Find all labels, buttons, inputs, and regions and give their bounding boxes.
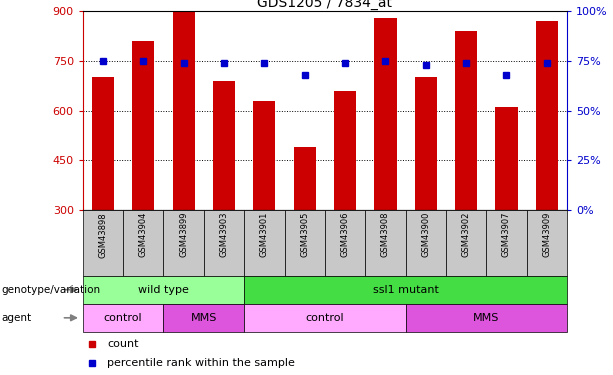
Text: genotype/variation: genotype/variation [1, 285, 101, 295]
Bar [244, 304, 406, 332]
Text: control: control [104, 313, 142, 323]
Bar [294, 147, 316, 210]
Bar [406, 210, 446, 276]
Bar [536, 21, 558, 210]
Text: GSM43905: GSM43905 [300, 212, 309, 257]
Text: GSM43906: GSM43906 [341, 212, 349, 258]
Bar [83, 276, 244, 304]
Bar [527, 210, 567, 276]
Text: percentile rank within the sample: percentile rank within the sample [107, 358, 295, 368]
Bar [325, 210, 365, 276]
Bar [164, 304, 244, 332]
Text: ssl1 mutant: ssl1 mutant [373, 285, 438, 295]
Bar [455, 31, 478, 210]
Text: wild type: wild type [138, 285, 189, 295]
Bar [244, 276, 567, 304]
Text: GSM43900: GSM43900 [421, 212, 430, 257]
Text: GSM43898: GSM43898 [99, 212, 107, 258]
Text: control: control [305, 313, 345, 323]
Text: GSM43903: GSM43903 [219, 212, 229, 258]
Text: GSM43901: GSM43901 [260, 212, 269, 257]
Bar [414, 78, 437, 210]
Bar [375, 18, 397, 210]
Bar [164, 210, 204, 276]
Bar [334, 91, 356, 210]
Bar [495, 107, 517, 210]
Text: MMS: MMS [191, 313, 217, 323]
Text: GSM43909: GSM43909 [543, 212, 551, 257]
Bar [244, 210, 284, 276]
Bar [284, 210, 325, 276]
Bar [253, 101, 275, 210]
Bar [365, 210, 406, 276]
Bar [132, 41, 154, 210]
Text: agent: agent [1, 313, 31, 323]
Text: GSM43904: GSM43904 [139, 212, 148, 257]
Text: GSM43899: GSM43899 [179, 212, 188, 258]
Bar [123, 210, 164, 276]
Text: GSM43907: GSM43907 [502, 212, 511, 258]
Title: GDS1205 / 7834_at: GDS1205 / 7834_at [257, 0, 392, 10]
Bar [486, 210, 527, 276]
Bar [83, 210, 123, 276]
Text: GSM43902: GSM43902 [462, 212, 471, 257]
Bar [406, 304, 567, 332]
Text: GSM43908: GSM43908 [381, 212, 390, 258]
Text: count: count [107, 339, 139, 349]
Bar [204, 210, 244, 276]
Bar [92, 78, 114, 210]
Text: MMS: MMS [473, 313, 500, 323]
Bar [213, 81, 235, 210]
Bar [446, 210, 486, 276]
Bar [83, 304, 164, 332]
Bar [172, 10, 195, 210]
